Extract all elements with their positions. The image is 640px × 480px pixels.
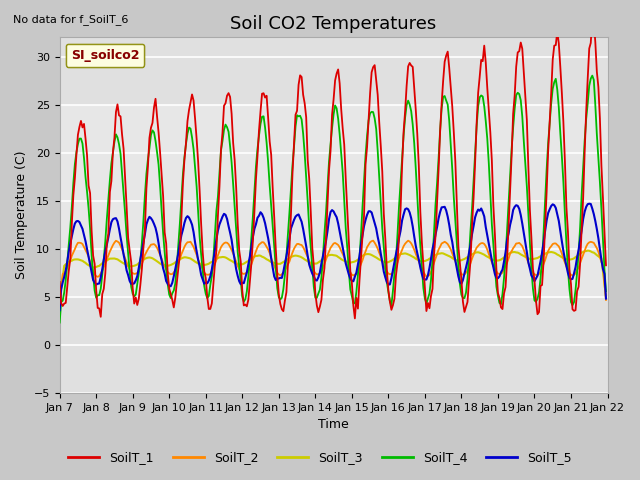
SoilT_5 xyxy=(123,267,131,273)
SoilT_1 xyxy=(588,14,596,20)
SoilT_5 xyxy=(246,253,253,259)
SoilT_4 xyxy=(237,278,244,284)
SoilT_4 xyxy=(246,256,253,262)
Line: SoilT_4: SoilT_4 xyxy=(60,76,606,323)
SoilT_3 xyxy=(584,248,591,253)
Legend: SoilT_1, SoilT_2, SoilT_3, SoilT_4, SoilT_5: SoilT_1, SoilT_2, SoilT_3, SoilT_4, Soil… xyxy=(63,446,577,469)
SoilT_4 xyxy=(219,138,227,144)
SoilT_3 xyxy=(123,262,131,268)
Title: Soil CO2 Temperatures: Soil CO2 Temperatures xyxy=(230,15,436,33)
SoilT_3 xyxy=(237,262,244,267)
SoilT_2 xyxy=(573,267,581,273)
Line: SoilT_5: SoilT_5 xyxy=(60,204,606,310)
SoilT_1 xyxy=(602,263,610,268)
Line: SoilT_1: SoilT_1 xyxy=(60,17,606,318)
SoilT_4 xyxy=(123,233,131,239)
SoilT_2 xyxy=(219,242,227,248)
SoilT_2 xyxy=(602,297,610,303)
SoilT_2 xyxy=(123,259,131,265)
Text: No data for f_SoilT_6: No data for f_SoilT_6 xyxy=(13,14,128,25)
SoilT_3 xyxy=(219,254,227,260)
Line: SoilT_3: SoilT_3 xyxy=(60,251,606,301)
SoilT_4 xyxy=(602,288,610,294)
SoilT_2 xyxy=(246,264,253,270)
SoilT_2 xyxy=(237,269,244,275)
SoilT_4 xyxy=(295,113,303,119)
SoilT_3 xyxy=(602,294,610,300)
SoilT_1 xyxy=(237,259,244,264)
SoilT_4 xyxy=(56,320,63,325)
SoilT_1 xyxy=(295,82,303,88)
SoilT_3 xyxy=(572,254,579,260)
SoilT_1 xyxy=(56,279,63,285)
SoilT_5 xyxy=(219,214,227,219)
SoilT_5 xyxy=(602,296,610,301)
SoilT_4 xyxy=(572,287,579,293)
SoilT_4 xyxy=(588,73,596,79)
SoilT_1 xyxy=(246,278,253,284)
SoilT_5 xyxy=(237,281,244,287)
SoilT_3 xyxy=(246,257,253,263)
SoilT_1 xyxy=(573,288,581,294)
SoilT_5 xyxy=(586,201,593,206)
Y-axis label: Soil Temperature (C): Soil Temperature (C) xyxy=(15,151,28,279)
SoilT_3 xyxy=(295,253,303,259)
SoilT_2 xyxy=(56,300,63,306)
SoilT_5 xyxy=(572,264,579,270)
SoilT_3 xyxy=(56,298,63,304)
Line: SoilT_2: SoilT_2 xyxy=(60,240,606,303)
SoilT_1 xyxy=(351,315,359,321)
SoilT_1 xyxy=(219,130,227,136)
SoilT_2 xyxy=(295,241,303,247)
Legend: SI_soilco2: SI_soilco2 xyxy=(66,44,145,67)
SoilT_5 xyxy=(295,212,303,217)
SoilT_2 xyxy=(369,238,377,243)
SoilT_5 xyxy=(56,307,63,313)
X-axis label: Time: Time xyxy=(318,419,349,432)
SoilT_1 xyxy=(123,204,131,210)
Bar xyxy=(60,105,607,297)
